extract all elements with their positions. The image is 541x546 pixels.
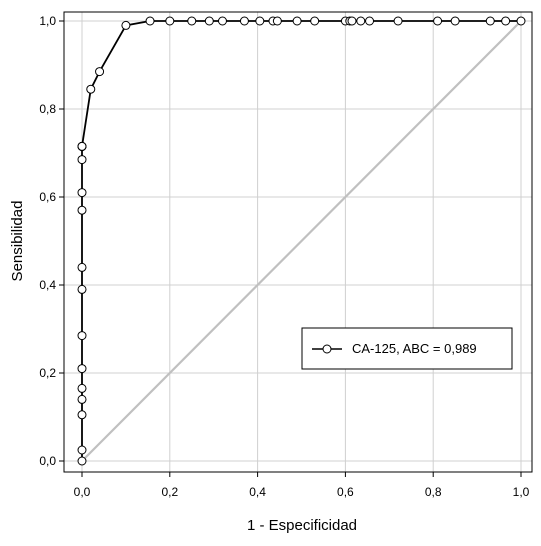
roc-point bbox=[77, 383, 87, 393]
roc-point bbox=[77, 364, 87, 374]
roc-point bbox=[272, 16, 282, 26]
roc-point bbox=[77, 262, 87, 272]
grid bbox=[64, 12, 532, 472]
reference-line-layer bbox=[81, 20, 522, 462]
roc-point bbox=[485, 16, 495, 26]
roc-point bbox=[310, 16, 320, 26]
roc-point bbox=[516, 16, 526, 26]
y-axis-ticks: 0,0 0,2 0,4 0,6 0,8 1,0 bbox=[39, 14, 64, 468]
roc-point bbox=[217, 16, 227, 26]
roc-point bbox=[450, 16, 460, 26]
x-tick-label: 0,0 bbox=[74, 485, 91, 499]
y-tick-label: 0,2 bbox=[39, 366, 56, 380]
roc-point bbox=[239, 16, 249, 26]
roc-point bbox=[356, 16, 366, 26]
roc-point bbox=[77, 394, 87, 404]
x-axis-label: 1 - Especificidad bbox=[247, 517, 357, 534]
roc-point bbox=[77, 141, 87, 151]
roc-point bbox=[77, 188, 87, 198]
roc-point bbox=[204, 16, 214, 26]
roc-point bbox=[501, 16, 511, 26]
plot-frame bbox=[63, 11, 533, 473]
roc-point bbox=[121, 20, 131, 30]
x-tick-label: 0,2 bbox=[161, 485, 178, 499]
series-layer bbox=[77, 16, 526, 466]
x-tick-label: 0,6 bbox=[337, 485, 354, 499]
y-tick-label: 1,0 bbox=[39, 14, 56, 28]
roc-point bbox=[77, 284, 87, 294]
roc-point bbox=[347, 16, 357, 26]
roc-point bbox=[77, 410, 87, 420]
roc-point bbox=[255, 16, 265, 26]
roc-point bbox=[77, 205, 87, 215]
roc-point bbox=[77, 155, 87, 165]
roc-point bbox=[365, 16, 375, 26]
roc-point bbox=[95, 67, 105, 77]
x-axis-ticks: 0,0 0,2 0,4 0,6 0,8 1,0 bbox=[74, 472, 530, 499]
roc-point bbox=[86, 84, 96, 94]
roc-point bbox=[165, 16, 175, 26]
y-tick-label: 0,8 bbox=[39, 102, 56, 116]
roc-point bbox=[187, 16, 197, 26]
roc-point bbox=[145, 16, 155, 26]
x-tick-label: 0,4 bbox=[249, 485, 266, 499]
y-tick-label: 0,0 bbox=[39, 454, 56, 468]
roc-point bbox=[77, 445, 87, 455]
roc-point bbox=[77, 331, 87, 341]
legend: CA-125, ABC = 0,989 bbox=[301, 327, 513, 370]
roc-point bbox=[77, 456, 87, 466]
legend-entry-label: CA-125, ABC = 0,989 bbox=[352, 341, 477, 356]
reference-diagonal-line bbox=[81, 20, 522, 462]
roc-point bbox=[393, 16, 403, 26]
legend-marker bbox=[322, 344, 332, 354]
y-tick-label: 0,6 bbox=[39, 190, 56, 204]
x-tick-label: 1,0 bbox=[513, 485, 530, 499]
y-axis-label: Sensibilidad bbox=[9, 201, 26, 282]
y-tick-label: 0,4 bbox=[39, 278, 56, 292]
x-tick-label: 0,8 bbox=[425, 485, 442, 499]
roc-point bbox=[433, 16, 443, 26]
roc-point bbox=[292, 16, 302, 26]
